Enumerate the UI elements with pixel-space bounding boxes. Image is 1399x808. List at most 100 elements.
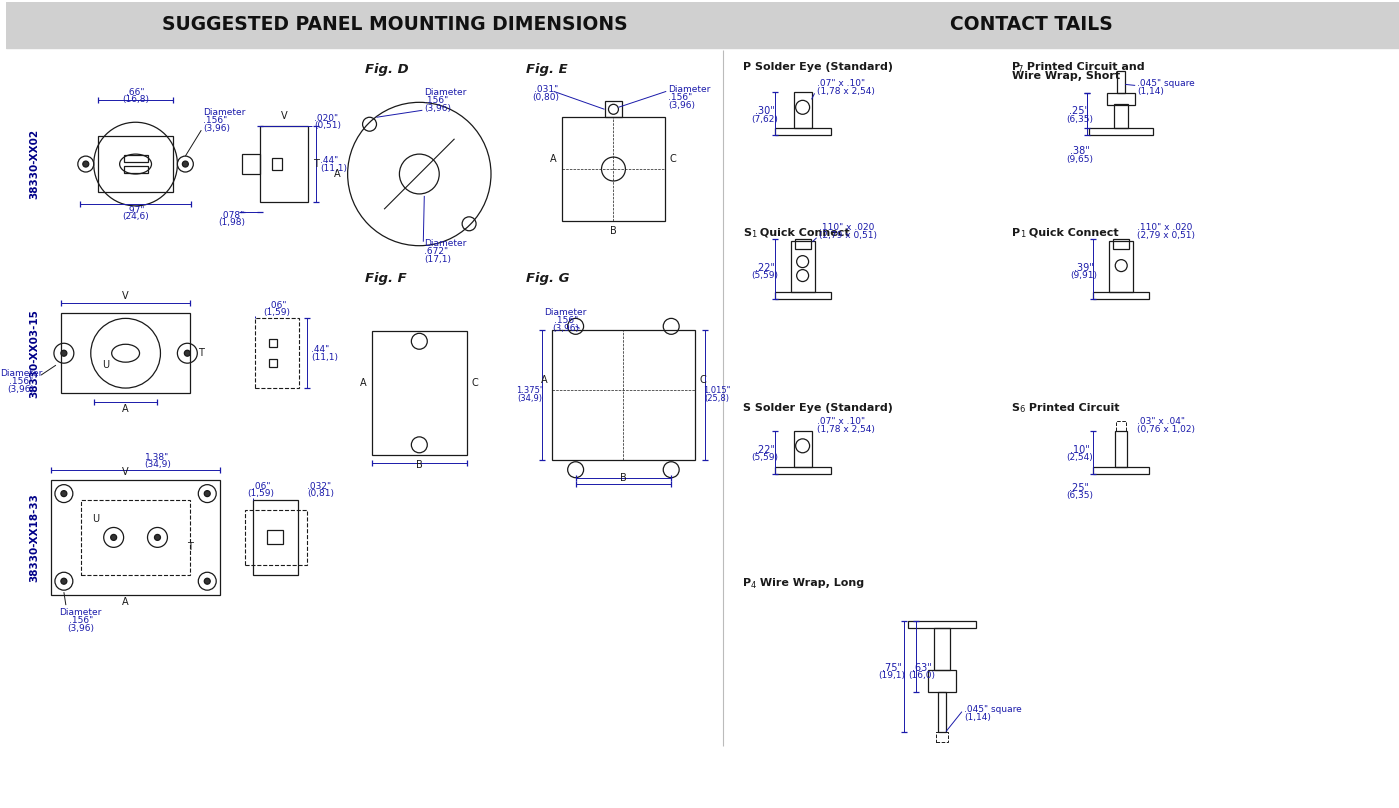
Text: (7,62): (7,62) xyxy=(751,115,778,124)
Text: Diameter: Diameter xyxy=(0,368,42,377)
Text: S: S xyxy=(743,228,751,238)
Text: .156": .156" xyxy=(69,616,92,625)
Text: (6,35): (6,35) xyxy=(1066,115,1093,124)
Bar xyxy=(6,2,1399,48)
Text: .156": .156" xyxy=(424,96,449,105)
Text: Wire Wrap, Short: Wire Wrap, Short xyxy=(1011,71,1119,82)
Bar xyxy=(551,330,695,460)
Text: Fig. E: Fig. E xyxy=(526,63,568,76)
Text: (2,79 x 0,51): (2,79 x 0,51) xyxy=(818,231,877,240)
Text: V: V xyxy=(281,112,287,121)
Text: (1,78 x 2,54): (1,78 x 2,54) xyxy=(817,425,874,435)
Bar xyxy=(775,292,831,300)
Text: .156": .156" xyxy=(203,116,228,124)
Text: A: A xyxy=(334,169,341,179)
Text: (1,14): (1,14) xyxy=(1137,87,1164,96)
Text: C: C xyxy=(471,378,478,388)
Text: 1.38": 1.38" xyxy=(145,453,169,462)
Text: .25": .25" xyxy=(1069,482,1090,493)
Circle shape xyxy=(111,534,116,541)
Text: Diameter: Diameter xyxy=(544,308,586,317)
Text: .30": .30" xyxy=(755,107,775,116)
Text: .032": .032" xyxy=(306,482,332,491)
Text: .031": .031" xyxy=(533,85,558,94)
Text: .39": .39" xyxy=(1073,263,1093,272)
Text: (3,96): (3,96) xyxy=(67,624,94,633)
Text: P: P xyxy=(743,579,751,588)
Text: 6: 6 xyxy=(1020,406,1025,415)
Bar xyxy=(1094,467,1149,473)
Text: (9,91): (9,91) xyxy=(1070,271,1097,280)
Bar xyxy=(1107,94,1135,105)
Text: (34,9): (34,9) xyxy=(518,393,543,402)
Text: (0,80): (0,80) xyxy=(532,93,560,102)
Text: Diameter: Diameter xyxy=(669,85,711,94)
Text: Fig. D: Fig. D xyxy=(365,63,409,76)
Text: S: S xyxy=(1011,403,1020,413)
Bar xyxy=(936,731,949,742)
Bar xyxy=(1090,128,1153,135)
Text: (19,1): (19,1) xyxy=(879,671,905,680)
Bar xyxy=(790,241,814,292)
Bar xyxy=(795,238,810,249)
Text: T: T xyxy=(313,159,319,169)
Text: Fig. G: Fig. G xyxy=(526,272,569,285)
Bar xyxy=(775,467,831,473)
Text: .06": .06" xyxy=(252,482,270,491)
Text: A: A xyxy=(550,154,557,164)
Text: T: T xyxy=(199,348,204,358)
Text: V: V xyxy=(122,467,129,477)
Text: .44": .44" xyxy=(320,156,339,165)
Text: .03" x .04": .03" x .04" xyxy=(1137,418,1185,427)
Text: Diameter: Diameter xyxy=(203,107,246,117)
Text: 38330-XX03-15: 38330-XX03-15 xyxy=(29,309,39,398)
Text: B: B xyxy=(610,225,617,236)
Text: B: B xyxy=(620,473,627,482)
Text: (11,1): (11,1) xyxy=(320,163,347,173)
Bar xyxy=(245,510,306,566)
Text: P: P xyxy=(1011,62,1020,73)
Bar xyxy=(372,331,467,455)
Text: (1,59): (1,59) xyxy=(248,489,274,498)
Text: (0,76 x 1,02): (0,76 x 1,02) xyxy=(1137,425,1195,435)
Text: .38": .38" xyxy=(1069,146,1090,156)
Bar xyxy=(267,530,283,545)
Text: P Solder Eye (Standard): P Solder Eye (Standard) xyxy=(743,62,893,73)
Bar xyxy=(269,360,277,367)
Text: (0,81): (0,81) xyxy=(306,489,334,498)
Text: 1.015": 1.015" xyxy=(704,385,730,394)
Text: U: U xyxy=(102,360,109,370)
Bar xyxy=(123,155,147,162)
Bar xyxy=(908,621,977,628)
Text: Diameter: Diameter xyxy=(60,608,102,617)
Text: .63": .63" xyxy=(912,663,932,673)
Circle shape xyxy=(154,534,161,541)
Text: CONTACT TAILS: CONTACT TAILS xyxy=(950,15,1114,34)
Text: (9,65): (9,65) xyxy=(1066,154,1093,163)
Text: .110" x .020: .110" x .020 xyxy=(1137,223,1192,232)
Text: .07" x .10": .07" x .10" xyxy=(817,418,865,427)
Text: B: B xyxy=(416,460,422,469)
Text: .110" x .020: .110" x .020 xyxy=(818,223,874,232)
Text: (16,8): (16,8) xyxy=(122,95,150,104)
Text: T: T xyxy=(187,542,193,553)
Bar xyxy=(1114,238,1129,249)
Text: 38330-XX02: 38330-XX02 xyxy=(29,129,39,199)
Text: .078": .078" xyxy=(220,212,245,221)
Text: .44": .44" xyxy=(311,345,329,354)
Text: (3,96): (3,96) xyxy=(553,324,579,333)
Bar xyxy=(793,431,811,467)
Text: .020": .020" xyxy=(313,114,339,123)
Text: 38330-XX18-33: 38330-XX18-33 xyxy=(29,493,39,582)
Text: .25": .25" xyxy=(1069,107,1090,116)
Circle shape xyxy=(182,161,189,167)
Bar xyxy=(1115,431,1128,467)
Text: .06": .06" xyxy=(267,301,287,310)
Text: (0,51): (0,51) xyxy=(313,120,341,130)
Bar xyxy=(255,318,299,388)
Text: S Solder Eye (Standard): S Solder Eye (Standard) xyxy=(743,403,893,413)
Bar xyxy=(1109,241,1133,292)
Text: Diameter: Diameter xyxy=(424,239,467,248)
Text: (2,54): (2,54) xyxy=(1066,453,1093,462)
Circle shape xyxy=(83,161,88,167)
